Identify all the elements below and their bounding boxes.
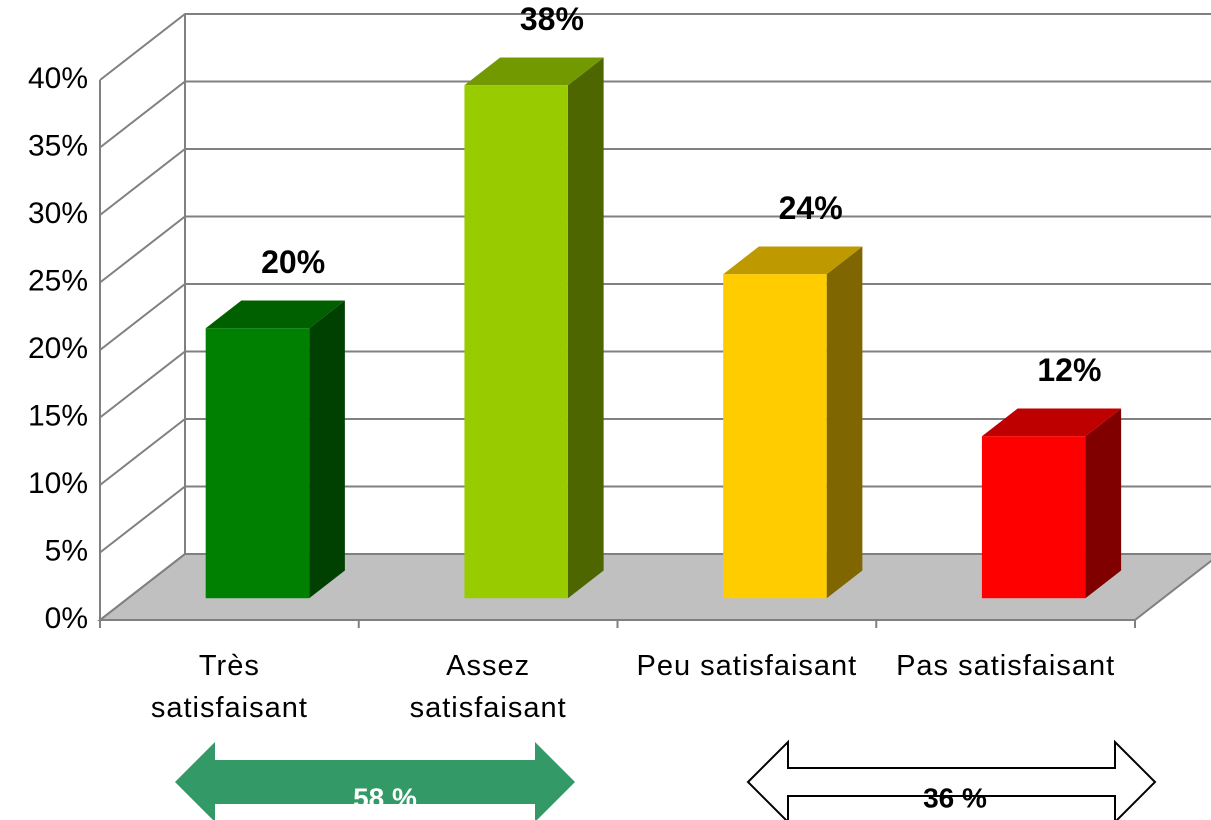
value-label: 12% bbox=[1037, 352, 1101, 388]
x-tick-label: Assez satisfaisant bbox=[409, 650, 567, 724]
bar-top bbox=[981, 408, 1122, 437]
y-tick-label: 35% bbox=[28, 129, 88, 162]
bar-top bbox=[205, 300, 345, 329]
arrow-58 bbox=[175, 742, 575, 820]
y-tick-label: 10% bbox=[28, 467, 88, 500]
arrow-36 bbox=[746, 739, 1157, 820]
y-tick-label: 20% bbox=[28, 332, 88, 365]
x-tick-label: Très satisfaisant bbox=[150, 650, 308, 724]
bar-side bbox=[567, 57, 604, 599]
y-tick-label: 0% bbox=[45, 602, 88, 635]
grid-line bbox=[99, 215, 1211, 284]
grid-line bbox=[99, 418, 1211, 486]
bar-top bbox=[464, 57, 604, 86]
grid-line bbox=[99, 13, 1211, 81]
bar bbox=[723, 274, 827, 599]
y-tick-label: 5% bbox=[45, 534, 88, 567]
bar bbox=[981, 436, 1086, 599]
grid-line bbox=[99, 350, 1211, 419]
x-tick-label: Peu satisfaisant bbox=[636, 650, 858, 682]
bar-side bbox=[309, 300, 345, 599]
bar-side bbox=[1085, 408, 1122, 599]
grid-line bbox=[99, 283, 1211, 351]
value-label: 20% bbox=[261, 244, 325, 280]
grid-line bbox=[99, 80, 1211, 149]
y-tick-label: 30% bbox=[28, 197, 88, 230]
bar bbox=[464, 85, 568, 599]
bar-side bbox=[826, 246, 863, 599]
grid-line bbox=[99, 485, 1211, 554]
annotation: 58 % bbox=[353, 782, 417, 813]
y-tick-label: 15% bbox=[28, 399, 88, 432]
y-tick-label: 25% bbox=[28, 264, 88, 297]
grid-line bbox=[99, 553, 1211, 621]
value-label: 38% bbox=[520, 1, 584, 37]
y-tick-label: 40% bbox=[28, 62, 88, 95]
bar bbox=[205, 328, 310, 599]
annotation: 36 % bbox=[923, 782, 987, 813]
bar-top bbox=[723, 246, 863, 275]
grid-line bbox=[99, 148, 1211, 216]
value-label: 24% bbox=[779, 190, 843, 226]
x-tick-label: Pas satisfaisant bbox=[896, 650, 1116, 682]
